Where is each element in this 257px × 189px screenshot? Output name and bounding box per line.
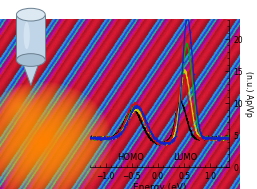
Text: HOMO: HOMO <box>117 153 144 162</box>
Ellipse shape <box>16 54 45 66</box>
Ellipse shape <box>16 8 45 21</box>
Ellipse shape <box>24 22 30 49</box>
Y-axis label: (n.u.) Ap/Vp: (n.u.) Ap/Vp <box>244 71 253 116</box>
Polygon shape <box>22 60 40 85</box>
Text: LUMO: LUMO <box>173 153 197 162</box>
FancyBboxPatch shape <box>16 15 45 60</box>
X-axis label: Energy (eV): Energy (eV) <box>133 183 186 189</box>
